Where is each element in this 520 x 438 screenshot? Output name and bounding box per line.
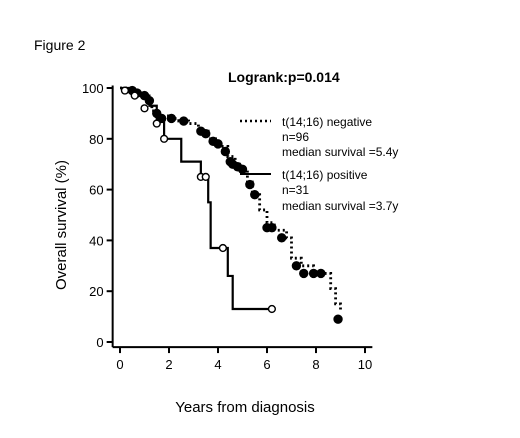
censor-marker [299, 268, 309, 279]
censor-marker [120, 86, 130, 95]
censor-marker [250, 189, 260, 200]
censor-marker [152, 119, 161, 128]
censor-marker [316, 268, 326, 279]
censor-marker [140, 104, 149, 113]
legend-median-negative: median survival =5.4y [282, 145, 398, 159]
survival-curve-positive [120, 86, 272, 311]
legend-name-negative: t(14;16) negative [282, 115, 372, 129]
y-tick-label: 20 [89, 284, 103, 299]
censor-marker [218, 243, 228, 253]
censor-marker [213, 139, 223, 149]
censor-marker [291, 261, 302, 271]
series-positive [120, 86, 277, 314]
axes: 0 20 40 60 80 100 0 2 4 6 8 10 [82, 81, 373, 372]
x-axis-label: Years from diagnosis [175, 399, 315, 416]
legend-name-positive: t(14;16) positive [282, 168, 368, 182]
plot-area [120, 85, 343, 324]
y-tick-label: 0 [96, 335, 103, 350]
legend-n-negative: n=96 [282, 130, 309, 144]
censor-marker [333, 314, 343, 324]
x-tick-label: 4 [214, 357, 221, 372]
survival-curve-negative [120, 86, 342, 312]
censor-marker [267, 223, 277, 233]
censor-marker [160, 134, 169, 143]
chart-title: Logrank:p=0.014 [228, 69, 340, 85]
censor-marker [179, 116, 189, 126]
censor-marker [130, 91, 139, 100]
censor-marker [237, 164, 248, 174]
x-tick-label: 8 [312, 357, 319, 372]
x-tick-label: 6 [263, 357, 270, 372]
x-tick-label: 2 [165, 357, 172, 372]
censor-marker [220, 146, 231, 157]
x-tick-label: 0 [116, 357, 123, 372]
censor-marker [201, 172, 210, 182]
censor-marker [166, 113, 177, 124]
censor-marker [201, 129, 211, 139]
y-axis-label: Overall survival (%) [53, 160, 70, 290]
legend-n-positive: n=31 [282, 183, 309, 197]
legend: t(14;16) negative n=96 median survival =… [240, 115, 398, 213]
censor-marker [267, 304, 277, 314]
figure-label: Figure 2 [34, 37, 86, 53]
y-tick-label: 100 [82, 81, 104, 96]
y-tick-label: 60 [89, 183, 103, 198]
censor-marker [245, 179, 255, 190]
legend-median-positive: median survival =3.7y [282, 199, 398, 213]
y-tick-label: 40 [89, 233, 103, 248]
y-tick-label: 80 [89, 132, 103, 147]
censor-marker [277, 233, 287, 243]
x-tick-label: 10 [358, 357, 372, 372]
